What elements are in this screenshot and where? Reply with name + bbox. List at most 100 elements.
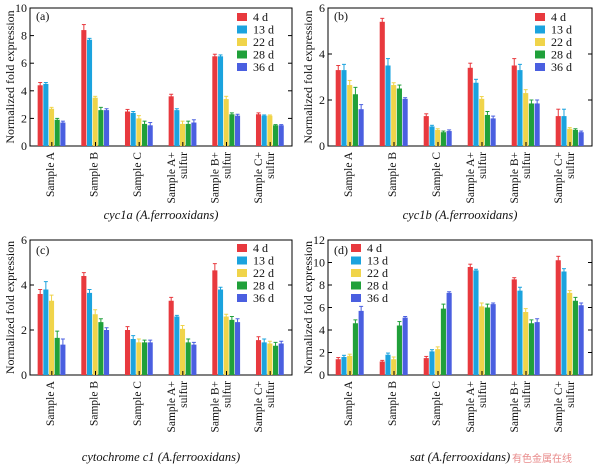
y-tick-label: 6 bbox=[21, 233, 27, 247]
bar bbox=[212, 56, 218, 146]
category-label: sulfur bbox=[565, 152, 577, 179]
bar bbox=[223, 99, 229, 146]
bar bbox=[528, 323, 534, 375]
bar bbox=[43, 83, 49, 146]
bar bbox=[278, 343, 284, 375]
bar bbox=[235, 115, 241, 146]
bar bbox=[179, 328, 186, 375]
panel-caption: cyc1a (A.ferrooxidans) bbox=[104, 208, 219, 222]
legend-swatch bbox=[351, 281, 361, 290]
legend-swatch bbox=[351, 294, 361, 302]
bar bbox=[54, 119, 60, 146]
bar bbox=[561, 116, 567, 146]
category-label: sulfur bbox=[222, 381, 234, 408]
bar bbox=[479, 98, 485, 146]
category-label: sulfur bbox=[222, 152, 234, 179]
bar bbox=[555, 260, 561, 375]
bar bbox=[136, 118, 142, 146]
category-label: sulfur bbox=[265, 152, 277, 179]
bar bbox=[217, 289, 224, 375]
bar bbox=[335, 359, 341, 375]
bar bbox=[43, 289, 49, 375]
category-label: Sample A bbox=[45, 380, 57, 426]
plot-frame bbox=[327, 7, 593, 147]
bar bbox=[124, 330, 131, 375]
bar bbox=[517, 70, 523, 146]
bar bbox=[86, 292, 93, 375]
y-axis-label: Normalized fold expression bbox=[3, 241, 17, 374]
bar bbox=[185, 123, 191, 146]
legend-label: 13 d bbox=[253, 254, 274, 268]
category-label: sulfur bbox=[477, 152, 489, 179]
gene-name: sat bbox=[410, 450, 428, 464]
bar bbox=[385, 354, 391, 375]
bar bbox=[352, 323, 358, 375]
category-label: sulfur bbox=[477, 381, 489, 408]
bar bbox=[48, 300, 55, 375]
y-tick-label: 4 bbox=[319, 323, 325, 337]
y-tick-label: 6 bbox=[319, 1, 325, 15]
bar bbox=[92, 314, 98, 375]
gene-name: cyc1b bbox=[403, 208, 435, 222]
panel-caption: cyc1b (A.ferrooxidans) bbox=[403, 208, 518, 222]
bar bbox=[130, 339, 136, 375]
legend-swatch bbox=[351, 256, 361, 265]
category-label: sulfur bbox=[178, 381, 190, 408]
bar bbox=[142, 123, 148, 146]
y-tick-label: 2 bbox=[21, 323, 27, 337]
category-label: Sample C+ bbox=[553, 152, 565, 204]
category-label: Sample C+ bbox=[253, 381, 265, 433]
legend-label: 36 d bbox=[253, 291, 274, 305]
organism-name: (A.ferrooxidans) bbox=[428, 450, 511, 464]
bar bbox=[136, 342, 142, 375]
y-tick-label: 2 bbox=[21, 111, 27, 125]
organism-name: (A.ferrooxidans) bbox=[435, 208, 518, 222]
bar bbox=[440, 132, 446, 146]
y-tick-label: 4 bbox=[319, 47, 325, 61]
y-tick-label: 2 bbox=[319, 93, 325, 107]
bar bbox=[358, 310, 364, 375]
bar bbox=[81, 30, 87, 146]
panel-caption: cytochrome c1 (A.ferrooxidans) bbox=[82, 450, 240, 464]
bar bbox=[267, 115, 273, 146]
bar bbox=[490, 304, 496, 375]
bar bbox=[98, 110, 104, 146]
bar bbox=[567, 292, 573, 375]
legend-label: 28 d bbox=[551, 48, 572, 62]
category-label: Sample A+ bbox=[166, 152, 178, 204]
bar bbox=[528, 103, 534, 146]
bar bbox=[347, 355, 353, 375]
watermark: 有色金属在线 bbox=[512, 452, 572, 465]
bar bbox=[429, 351, 435, 375]
legend-swatch bbox=[351, 244, 361, 252]
bar bbox=[147, 125, 153, 146]
bar bbox=[440, 308, 446, 375]
bar bbox=[435, 349, 441, 375]
category-label: Sample B bbox=[387, 381, 399, 426]
category-label: sulfur bbox=[565, 381, 577, 408]
category-label: Sample A+ bbox=[166, 381, 178, 433]
legend-label: 36 d bbox=[551, 60, 572, 74]
bar bbox=[278, 125, 284, 146]
bar bbox=[391, 85, 397, 146]
bar bbox=[261, 115, 267, 146]
bar bbox=[124, 111, 131, 146]
bar bbox=[572, 129, 578, 146]
bar bbox=[174, 316, 180, 375]
bar bbox=[467, 67, 473, 146]
bar bbox=[578, 132, 584, 146]
category-label: Sample B bbox=[89, 152, 101, 197]
bar bbox=[179, 123, 186, 146]
bar bbox=[130, 112, 136, 146]
bar bbox=[142, 342, 148, 375]
bar bbox=[446, 292, 452, 375]
bar bbox=[255, 114, 262, 146]
y-tick-label: 8 bbox=[319, 278, 325, 292]
bar bbox=[534, 322, 540, 375]
category-label: Sample A+ bbox=[465, 152, 477, 204]
bar bbox=[223, 316, 229, 375]
bar bbox=[523, 93, 529, 146]
y-tick-label: 6 bbox=[21, 56, 27, 70]
y-tick-label: 4 bbox=[21, 84, 27, 98]
bar bbox=[335, 70, 341, 146]
